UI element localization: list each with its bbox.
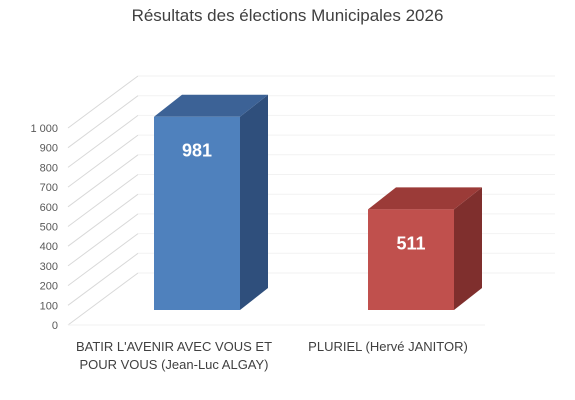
x-category-label: PLURIEL (Hervé JANITOR) (273, 338, 503, 356)
bar-2 (368, 187, 482, 310)
gridline-side (67, 233, 139, 287)
data-label: 981 (182, 141, 212, 161)
gridline-side (67, 75, 139, 129)
x-category-label: BATIR L'AVENIR AVEC VOUS ET POUR VOUS (Je… (59, 338, 289, 374)
y-tick-label: 0 (52, 320, 58, 332)
y-tick-label: 900 (40, 143, 58, 155)
data-labels: 981 511 (182, 141, 426, 254)
gridline-side (67, 154, 139, 208)
gridline-side (67, 252, 139, 306)
x-category-label-line: PLURIEL (Hervé JANITOR) (308, 339, 468, 354)
y-tick-label: 200 (40, 281, 58, 293)
x-category-label-line: POUR VOUS (Jean-Luc ALGAY) (79, 357, 269, 372)
y-tick-label: 100 (40, 300, 58, 312)
y-tick-label: 300 (40, 261, 58, 273)
gridline-side (67, 134, 139, 188)
y-tick-label: 700 (40, 182, 58, 194)
gridline-side (67, 193, 139, 247)
gridline-side (67, 95, 139, 149)
gridline-side (67, 272, 139, 326)
x-category-label-line: BATIR L'AVENIR AVEC VOUS ET (75, 339, 273, 354)
bar-side-face (240, 94, 268, 310)
bar-top-face (368, 187, 482, 210)
chart-title: Résultats des élections Municipales 2026 (131, 6, 444, 25)
y-axis-ticks: 0 100 200 300 400 500 600 700 800 900 1 000 (30, 123, 58, 332)
data-label: 511 (396, 233, 425, 253)
bar-side-face (454, 187, 482, 310)
y-tick-label: 1 000 (30, 123, 58, 135)
y-tick-label: 800 (40, 162, 58, 174)
y-tick-label: 600 (40, 202, 58, 214)
gridline-side (67, 174, 139, 227)
y-tick-label: 500 (40, 222, 58, 234)
bar-top-face (154, 94, 268, 117)
gridline-side (67, 114, 139, 168)
bars (154, 94, 482, 310)
bar-front-face (154, 116, 240, 310)
bar-front-face (368, 209, 454, 310)
y-tick-label: 400 (40, 241, 58, 253)
bar-1 (154, 94, 268, 310)
gridline-side (67, 213, 139, 267)
